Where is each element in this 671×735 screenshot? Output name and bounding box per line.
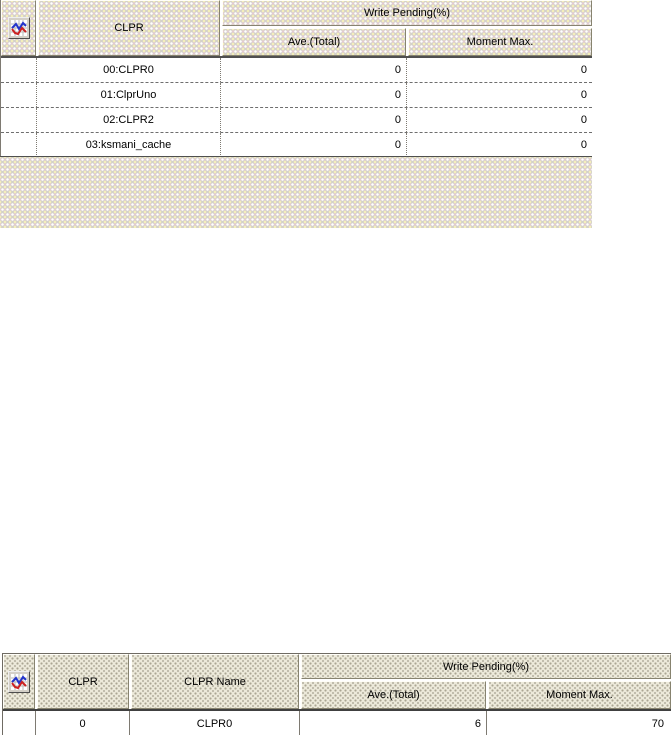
column-header-moment-max[interactable]: Moment Max. bbox=[408, 28, 592, 56]
moment-max-cell: 0 bbox=[580, 64, 587, 76]
row-icon-cell bbox=[1, 133, 37, 157]
ave-total-cell: 0 bbox=[221, 108, 407, 132]
clpr-write-pending-table-detail: CLPR CLPR Name Write Pending(%) Ave.(Tot… bbox=[2, 653, 671, 735]
ave-total-cell: 0 bbox=[221, 58, 407, 82]
moment-max-cell: 0 bbox=[580, 89, 587, 101]
column-header-write-pending[interactable]: Write Pending(%) bbox=[301, 654, 671, 679]
column-header-moment-max-label: Moment Max. bbox=[546, 689, 613, 701]
column-header-moment-max[interactable]: Moment Max. bbox=[488, 681, 671, 709]
column-header-write-pending-label: Write Pending(%) bbox=[364, 7, 450, 19]
table-empty-area bbox=[0, 156, 592, 228]
column-header-write-pending-label: Write Pending(%) bbox=[443, 660, 529, 673]
row-icon-cell bbox=[3, 711, 36, 735]
column-header-clpr[interactable]: CLPR bbox=[37, 654, 129, 709]
column-header-clpr-label: CLPR bbox=[68, 675, 98, 688]
write-pending-group: Write Pending(%) Ave.(Total) Moment Max. bbox=[301, 654, 671, 709]
ave-total-cell: 0 bbox=[221, 133, 407, 157]
table-row[interactable]: 02:CLPR2 0 0 bbox=[1, 108, 592, 133]
write-pending-subheaders: Ave.(Total) Moment Max. bbox=[222, 28, 592, 56]
write-pending-subheaders: Ave.(Total) Moment Max. bbox=[301, 681, 671, 709]
moment-max-cell: 0 bbox=[580, 139, 587, 151]
table-row[interactable]: 0 CLPR0 6 70 bbox=[3, 711, 671, 735]
column-header-write-pending[interactable]: Write Pending(%) bbox=[222, 0, 592, 26]
column-header-clpr-name-label: CLPR Name bbox=[184, 675, 246, 688]
column-header-ave-total-label: Ave.(Total) bbox=[287, 36, 341, 48]
column-header-clpr-label: CLPR bbox=[114, 22, 144, 34]
moment-max-cell: 0 bbox=[580, 114, 587, 126]
column-header-moment-max-label: Moment Max. bbox=[466, 36, 534, 48]
line-chart-icon[interactable] bbox=[8, 670, 30, 693]
row-icon-cell bbox=[1, 58, 37, 82]
column-header-ave-total[interactable]: Ave.(Total) bbox=[222, 28, 406, 56]
moment-max-cell: 70 bbox=[651, 717, 664, 730]
bottom-table-header: CLPR CLPR Name Write Pending(%) Ave.(Tot… bbox=[3, 654, 671, 711]
ave-total-cell: 6 bbox=[300, 711, 487, 735]
column-header-clpr-name[interactable]: CLPR Name bbox=[131, 654, 299, 709]
column-header-clpr[interactable]: CLPR bbox=[38, 0, 220, 56]
column-header-ave-total[interactable]: Ave.(Total) bbox=[301, 681, 486, 709]
top-table-header: CLPR Write Pending(%) Ave.(Total) Moment… bbox=[1, 0, 592, 58]
table-row[interactable]: 01:ClprUno 0 0 bbox=[1, 83, 592, 108]
ave-total-cell: 0 bbox=[221, 83, 407, 107]
clpr-cell: 00:CLPR0 bbox=[37, 58, 221, 82]
chart-icon-cell bbox=[1, 0, 36, 56]
row-icon-cell bbox=[1, 108, 37, 132]
clpr-cell: 03:ksmani_cache bbox=[37, 133, 221, 157]
clpr-cell: 02:CLPR2 bbox=[37, 108, 221, 132]
clpr-write-pending-table: CLPR Write Pending(%) Ave.(Total) Moment… bbox=[0, 0, 592, 158]
row-icon-cell bbox=[1, 83, 37, 107]
column-header-ave-total-label: Ave.(Total) bbox=[367, 689, 420, 701]
write-pending-group: Write Pending(%) Ave.(Total) Moment Max. bbox=[222, 0, 592, 56]
table-row[interactable]: 03:ksmani_cache 0 0 bbox=[1, 133, 592, 158]
chart-icon-cell bbox=[3, 654, 35, 709]
table-row[interactable]: 00:CLPR0 0 0 bbox=[1, 58, 592, 83]
clpr-name-cell: CLPR0 bbox=[130, 711, 300, 735]
clpr-cell: 0 bbox=[36, 711, 130, 735]
clpr-cell: 01:ClprUno bbox=[37, 83, 221, 107]
line-chart-icon[interactable] bbox=[7, 17, 30, 39]
